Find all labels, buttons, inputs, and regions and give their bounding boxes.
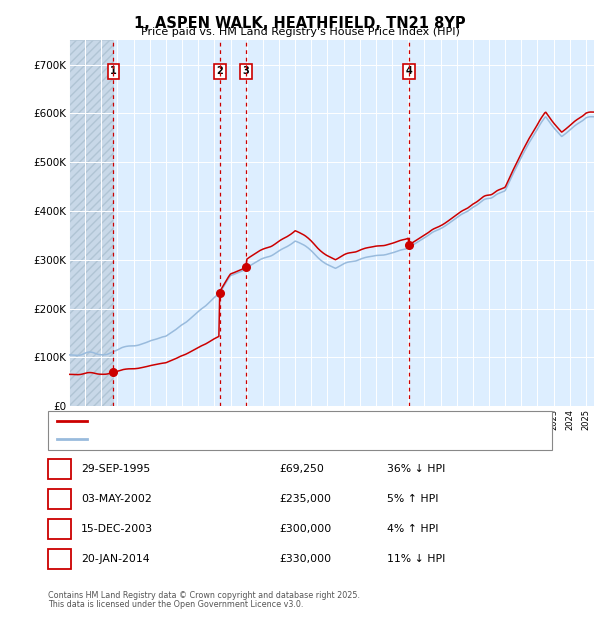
Text: 03-MAY-2002: 03-MAY-2002 [81, 494, 152, 504]
Text: 4: 4 [55, 554, 64, 564]
Text: £300,000: £300,000 [279, 524, 331, 534]
Text: Price paid vs. HM Land Registry's House Price Index (HPI): Price paid vs. HM Land Registry's House … [140, 27, 460, 37]
Text: £330,000: £330,000 [279, 554, 331, 564]
Text: 2: 2 [217, 66, 223, 76]
Text: 3: 3 [56, 524, 63, 534]
Bar [69, 40, 113, 406]
Text: 4: 4 [406, 66, 412, 76]
Text: Contains HM Land Registry data © Crown copyright and database right 2025.: Contains HM Land Registry data © Crown c… [48, 591, 360, 600]
Text: 2: 2 [56, 494, 63, 504]
Text: 4% ↑ HPI: 4% ↑ HPI [387, 524, 439, 534]
Bar [69, 40, 113, 406]
Text: 3: 3 [242, 66, 250, 76]
Text: £69,250: £69,250 [279, 464, 324, 474]
Text: 1: 1 [110, 66, 117, 76]
Text: £235,000: £235,000 [279, 494, 331, 504]
Text: HPI: Average price, detached house, Wealden: HPI: Average price, detached house, Weal… [93, 434, 316, 444]
Text: 1: 1 [56, 464, 63, 474]
Text: This data is licensed under the Open Government Licence v3.0.: This data is licensed under the Open Gov… [48, 600, 304, 609]
Text: 11% ↓ HPI: 11% ↓ HPI [387, 554, 445, 564]
Text: 20-JAN-2014: 20-JAN-2014 [81, 554, 149, 564]
Text: 15-DEC-2003: 15-DEC-2003 [81, 524, 153, 534]
Text: 29-SEP-1995: 29-SEP-1995 [81, 464, 150, 474]
Text: 1, ASPEN WALK, HEATHFIELD, TN21 8YP (detached house): 1, ASPEN WALK, HEATHFIELD, TN21 8YP (det… [93, 417, 377, 427]
Text: 36% ↓ HPI: 36% ↓ HPI [387, 464, 445, 474]
Text: 1, ASPEN WALK, HEATHFIELD, TN21 8YP: 1, ASPEN WALK, HEATHFIELD, TN21 8YP [134, 16, 466, 30]
Text: 5% ↑ HPI: 5% ↑ HPI [387, 494, 439, 504]
